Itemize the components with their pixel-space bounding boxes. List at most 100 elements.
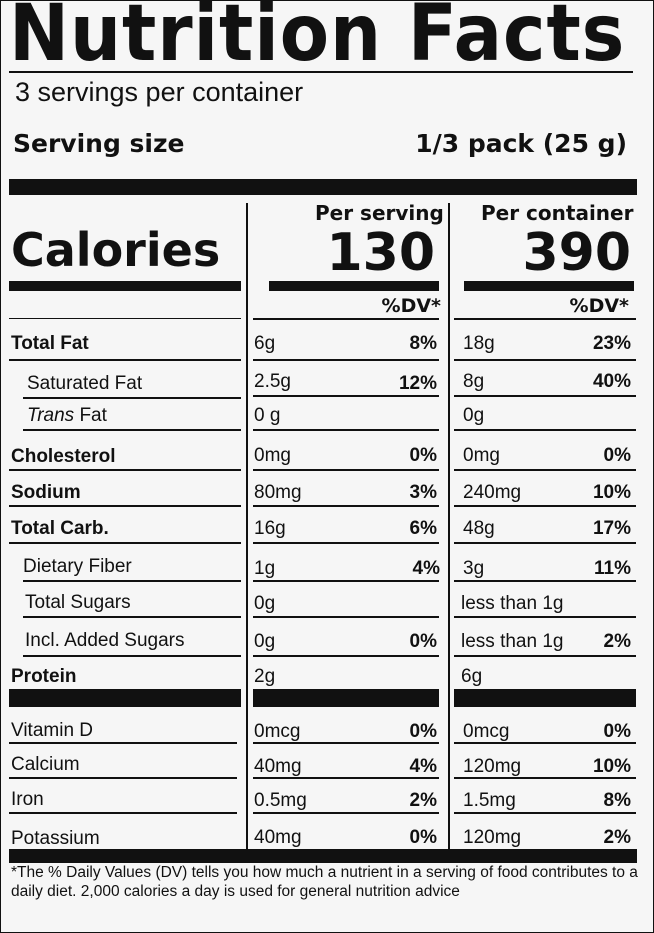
- thick-divider: [464, 281, 634, 291]
- per-serving-heading: Per serving: [315, 201, 444, 225]
- divider: [9, 812, 237, 814]
- thick-divider: [9, 281, 241, 291]
- vitamin-name: Potassium: [11, 828, 100, 849]
- divider: [454, 580, 636, 582]
- serving-dv: 4%: [409, 756, 437, 777]
- thick-divider: [9, 689, 241, 707]
- divider: [454, 777, 636, 779]
- divider: [454, 359, 636, 361]
- serving-dv: 0%: [409, 827, 437, 848]
- container-dv: 8%: [603, 790, 631, 811]
- container-amount: 48g: [463, 518, 495, 539]
- divider: [253, 542, 439, 544]
- divider: [253, 429, 439, 431]
- container-amount: 0mcg: [463, 721, 510, 742]
- serving-amount: 40mg: [254, 827, 302, 848]
- divider: [9, 742, 237, 744]
- divider: [23, 580, 241, 582]
- divider: [253, 616, 439, 618]
- divider: [9, 542, 241, 544]
- nutrient-name: Sodium: [11, 482, 81, 503]
- divider: [23, 616, 241, 618]
- nutrient-name: Total Carb.: [11, 518, 109, 539]
- divider: [9, 777, 237, 779]
- nutrient-name: Total Sugars: [25, 592, 131, 613]
- serving-size-value: 1/3 pack (25 g): [415, 129, 627, 158]
- divider: [253, 318, 439, 320]
- dv-heading-serving: %DV*: [381, 295, 441, 317]
- divider: [454, 542, 636, 544]
- divider: [253, 742, 439, 744]
- serving-dv: 12%: [398, 373, 437, 394]
- dv-heading-container: %DV*: [569, 295, 629, 317]
- serving-amount: 1g: [254, 558, 276, 579]
- serving-dv: 4%: [412, 558, 440, 579]
- calories-per-container: 390: [522, 223, 631, 283]
- container-amount: 3g: [463, 558, 485, 579]
- serving-dv: 8%: [409, 333, 437, 354]
- divider: [253, 505, 439, 507]
- container-amount: 8g: [463, 371, 485, 392]
- divider: [253, 777, 439, 779]
- nutrient-name: Saturated Fat: [27, 373, 143, 394]
- thick-divider: [9, 849, 637, 863]
- divider: [454, 655, 636, 657]
- vitamin-name: Vitamin D: [11, 720, 94, 741]
- divider: [23, 429, 241, 431]
- container-dv: 2%: [603, 631, 631, 652]
- thick-divider: [253, 689, 439, 707]
- serving-amount: 6g: [254, 333, 276, 354]
- divider: [253, 469, 439, 471]
- container-dv: 2%: [603, 827, 631, 848]
- serving-amount: 0mcg: [254, 721, 301, 742]
- serving-amount: 0mg: [254, 445, 291, 466]
- nutrient-name: Trans Fat: [27, 405, 107, 427]
- container-amount: 6g: [461, 666, 483, 687]
- divider: [454, 318, 636, 320]
- thick-divider: [454, 689, 636, 707]
- container-dv: 10%: [592, 482, 631, 503]
- container-dv: 10%: [592, 756, 631, 777]
- container-amount: less than 1g: [461, 631, 564, 652]
- container-amount: 0g: [463, 405, 485, 426]
- divider: [454, 742, 636, 744]
- divider: [253, 395, 439, 397]
- container-amount: 120mg: [463, 756, 522, 777]
- serving-amount: 0g: [254, 631, 276, 652]
- divider: [253, 580, 439, 582]
- divider: [9, 359, 241, 361]
- serving-amount: 2.5g: [254, 371, 291, 392]
- container-dv: 17%: [592, 518, 631, 539]
- nutrient-name: Total Fat: [11, 333, 89, 354]
- column-divider: [448, 203, 450, 849]
- nutrient-name: Cholesterol: [11, 446, 116, 467]
- divider: [9, 71, 633, 73]
- serving-amount: 2g: [254, 666, 276, 687]
- divider: [454, 429, 636, 431]
- serving-amount: 40mg: [254, 756, 302, 777]
- divider: [253, 812, 439, 814]
- divider: [454, 812, 636, 814]
- serving-amount: 16g: [254, 518, 286, 539]
- divider: [23, 397, 241, 399]
- container-dv: 40%: [592, 371, 631, 392]
- trans-italic: Trans: [27, 405, 75, 426]
- container-dv: 11%: [594, 558, 631, 579]
- divider: [454, 395, 636, 397]
- serving-dv: 3%: [409, 482, 437, 503]
- per-container-heading: Per container: [481, 201, 634, 225]
- serving-amount: 0 g: [254, 405, 281, 426]
- serving-size-label: Serving size: [13, 129, 185, 158]
- divider: [9, 469, 241, 471]
- vitamin-name: Iron: [11, 789, 44, 810]
- thick-divider: [9, 179, 637, 195]
- container-dv: 23%: [592, 333, 631, 354]
- divider: [454, 616, 636, 618]
- container-amount: less than 1g: [461, 593, 564, 614]
- container-amount: 120mg: [463, 827, 522, 848]
- divider: [23, 655, 241, 657]
- dv-footnote: *The % Daily Values (DV) tells you how m…: [11, 864, 638, 900]
- thick-divider: [269, 281, 439, 291]
- container-amount: 0mg: [463, 445, 500, 466]
